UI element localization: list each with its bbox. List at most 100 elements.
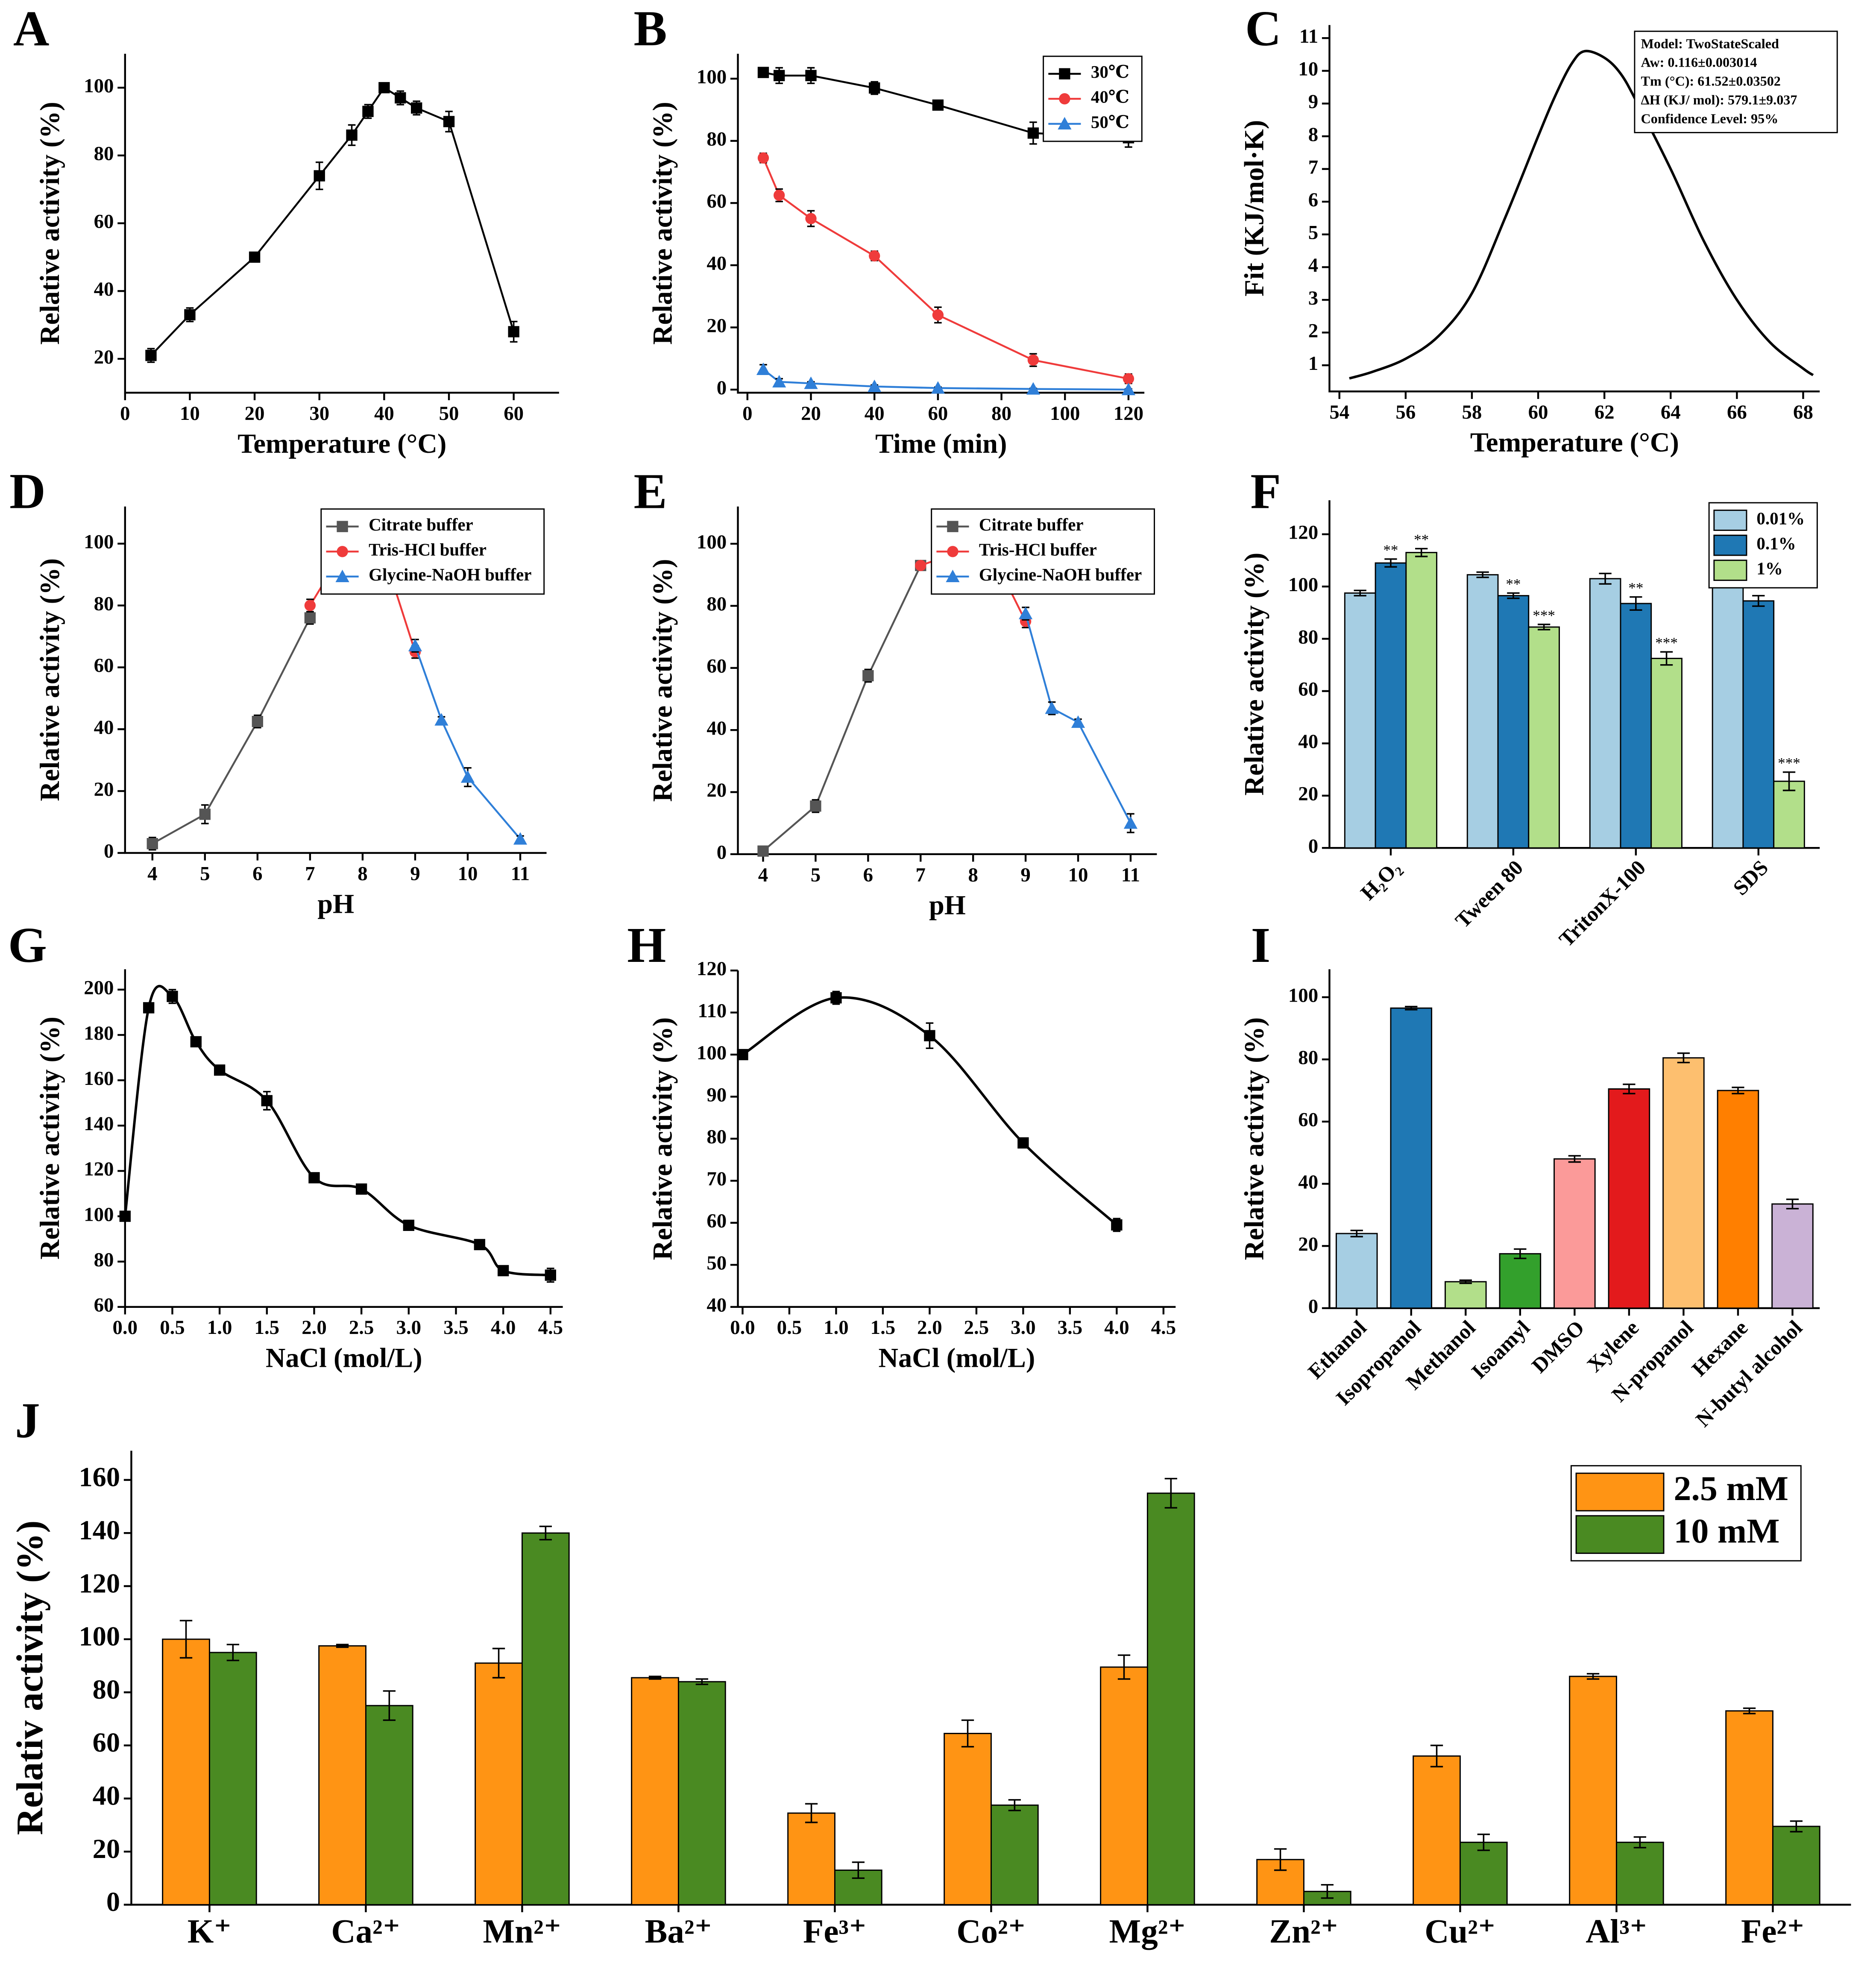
x-axis-label: pH <box>929 890 966 920</box>
marker <box>805 70 817 82</box>
x-tick-label: H₂O₂ <box>1356 856 1405 905</box>
marker <box>403 1219 414 1231</box>
marker <box>434 713 448 726</box>
y-tick-label: 60 <box>94 210 114 232</box>
x-tick-label: Ba²⁺ <box>645 1913 712 1950</box>
legend-swatch <box>1575 1515 1665 1554</box>
y-tick-label: 50 <box>706 1252 727 1274</box>
bar <box>1405 552 1438 849</box>
bar <box>787 1812 835 1905</box>
y-tick-label: 11 <box>1299 25 1318 47</box>
panel-label: B <box>633 1 667 56</box>
x-tick-label: 50 <box>439 402 459 425</box>
series-line <box>762 565 922 852</box>
legend-label: 10 mM <box>1674 1511 1779 1550</box>
x-tick-label: 20 <box>245 402 265 425</box>
error-bar <box>1384 558 1397 568</box>
y-tick-label: 80 <box>1298 1046 1318 1069</box>
series-line <box>150 86 515 356</box>
marker <box>869 250 880 262</box>
error-bar <box>1354 589 1366 597</box>
x-tick-label: 1.5 <box>255 1316 280 1339</box>
series-line <box>152 617 311 845</box>
bar <box>1445 1281 1487 1309</box>
x-tick-label: 7 <box>916 864 926 886</box>
error-bar <box>1164 1478 1177 1509</box>
annotation: Tm (°C): 61.52±0.03502 <box>1641 73 1781 89</box>
panel-label: I <box>1251 918 1271 973</box>
bar <box>475 1662 523 1905</box>
y-tick-label: 20 <box>94 778 114 800</box>
error-bar <box>1623 1083 1636 1095</box>
y-tick-label: 2 <box>1308 319 1318 342</box>
y-tick-label: 0 <box>104 840 114 862</box>
y-axis-label: Relative activity (%) <box>1239 1017 1269 1260</box>
marker <box>932 309 944 321</box>
y-tick-label: 9 <box>1308 91 1318 113</box>
y-tick-label: 80 <box>706 128 727 150</box>
marker <box>931 381 945 394</box>
error-bar <box>695 1678 708 1685</box>
x-tick-label: 0 <box>120 402 130 425</box>
error-bar <box>336 1644 349 1648</box>
marker <box>830 992 842 1004</box>
y-axis-label: Relativ activity (%) <box>9 1521 51 1835</box>
marker <box>460 770 475 783</box>
error-bar <box>1476 571 1489 578</box>
marker <box>869 82 880 94</box>
bar <box>1499 1253 1542 1309</box>
y-tick-label: 0 <box>717 377 727 399</box>
axis-line <box>737 970 1176 1308</box>
y-tick-label: 80 <box>93 1674 120 1705</box>
y-tick-label: 20 <box>1298 1233 1318 1255</box>
y-tick-label: 70 <box>706 1168 727 1190</box>
error-bar <box>1660 651 1673 666</box>
error-bar <box>492 1647 505 1679</box>
marker <box>1111 1219 1123 1231</box>
series-line <box>123 985 551 1277</box>
marker <box>1045 701 1059 714</box>
bar <box>677 1681 726 1905</box>
legend-label: Tris-HCl buffer <box>979 540 1097 560</box>
x-tick-label: 20 <box>801 402 821 425</box>
y-axis-label: Fit (KJ/mol·K) <box>1239 120 1269 296</box>
y-tick-label: 20 <box>94 346 114 368</box>
marker <box>915 560 926 571</box>
x-tick-label: 1.0 <box>824 1316 849 1339</box>
bar <box>1554 1158 1596 1309</box>
x-tick-label: 4.0 <box>1104 1316 1129 1339</box>
marker <box>757 67 769 78</box>
y-tick-label: 60 <box>94 1294 114 1316</box>
error-bar <box>1430 1744 1443 1767</box>
bar <box>1773 780 1805 849</box>
axis-line <box>737 53 1145 394</box>
x-tick-label: 5 <box>811 864 821 886</box>
x-tick-label: 9 <box>410 862 420 885</box>
marker <box>1059 93 1070 105</box>
error-bar <box>1586 1673 1600 1680</box>
bar <box>944 1732 992 1905</box>
y-tick-label: 200 <box>84 977 114 999</box>
bar <box>1413 1755 1461 1905</box>
x-tick-label: 10 <box>1068 864 1088 886</box>
bar <box>1725 1710 1773 1905</box>
y-tick-label: 100 <box>84 75 114 97</box>
bar <box>1390 1007 1433 1309</box>
series-line <box>1349 50 1814 380</box>
y-tick-label: 100 <box>84 1203 114 1225</box>
y-tick-label: 20 <box>706 779 727 801</box>
marker <box>947 521 959 532</box>
panel-label: F <box>1250 464 1281 519</box>
error-bar <box>1630 596 1642 611</box>
y-tick-label: 110 <box>698 999 727 1022</box>
y-tick-label: 20 <box>706 314 727 337</box>
y-tick-label: 0 <box>1308 1295 1318 1317</box>
marker <box>947 546 959 557</box>
x-tick-label: 56 <box>1395 401 1416 423</box>
x-axis-label: Time (min) <box>875 428 1007 459</box>
x-tick-label: 11 <box>511 862 530 885</box>
error-bar <box>852 1861 865 1879</box>
legend: 30℃ 40℃ 50℃ <box>1043 56 1143 142</box>
